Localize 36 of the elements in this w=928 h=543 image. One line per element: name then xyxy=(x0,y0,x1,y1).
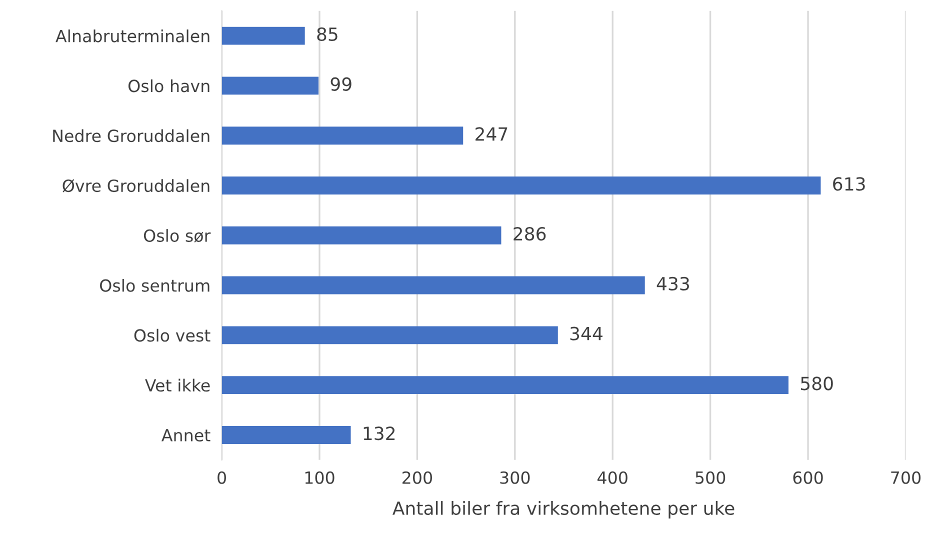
data-label: 580 xyxy=(800,376,833,390)
bar xyxy=(222,326,558,344)
y-tick-label: Vet ikke xyxy=(145,378,210,392)
x-tick-label: 500 xyxy=(696,471,726,484)
y-tick-label: Oslo sentrum xyxy=(100,278,210,292)
y-tick-label: Øvre Groruddalen xyxy=(62,179,210,192)
data-label: 344 xyxy=(570,326,602,340)
data-label: 286 xyxy=(514,226,546,241)
bar xyxy=(222,26,305,45)
x-tick-label: 200 xyxy=(402,471,432,484)
x-tick-label: 0 xyxy=(218,471,226,484)
data-label: 85 xyxy=(317,27,338,42)
data-label: 99 xyxy=(330,77,352,91)
x-tick-label: 300 xyxy=(500,471,530,484)
x-tick-label: 600 xyxy=(793,471,823,484)
bar xyxy=(222,76,319,95)
bar xyxy=(222,126,464,145)
y-tick-label: Alnabruterminalen xyxy=(56,29,210,42)
x-axis-title: Antall biler fra virksomhetene per uke xyxy=(392,501,734,519)
x-tick-label: 700 xyxy=(891,471,921,484)
x-tick-label: 100 xyxy=(305,471,334,484)
y-tick-label: Nedre Groruddalen xyxy=(53,129,210,142)
data-label: 132 xyxy=(364,426,395,440)
bar xyxy=(222,426,351,444)
y-tick-label: Oslo sør xyxy=(144,229,211,242)
bar xyxy=(222,376,788,394)
x-tick-label: 400 xyxy=(598,471,628,484)
bar xyxy=(222,176,821,194)
data-label: 613 xyxy=(833,177,865,191)
bar xyxy=(222,226,502,244)
y-tick-label: Oslo vest xyxy=(134,328,210,342)
y-tick-label: Annet xyxy=(161,429,210,442)
y-tick-label: Oslo havn xyxy=(128,79,210,92)
data-label: 247 xyxy=(476,127,508,141)
data-label: 433 xyxy=(656,276,689,291)
bar xyxy=(222,276,645,294)
